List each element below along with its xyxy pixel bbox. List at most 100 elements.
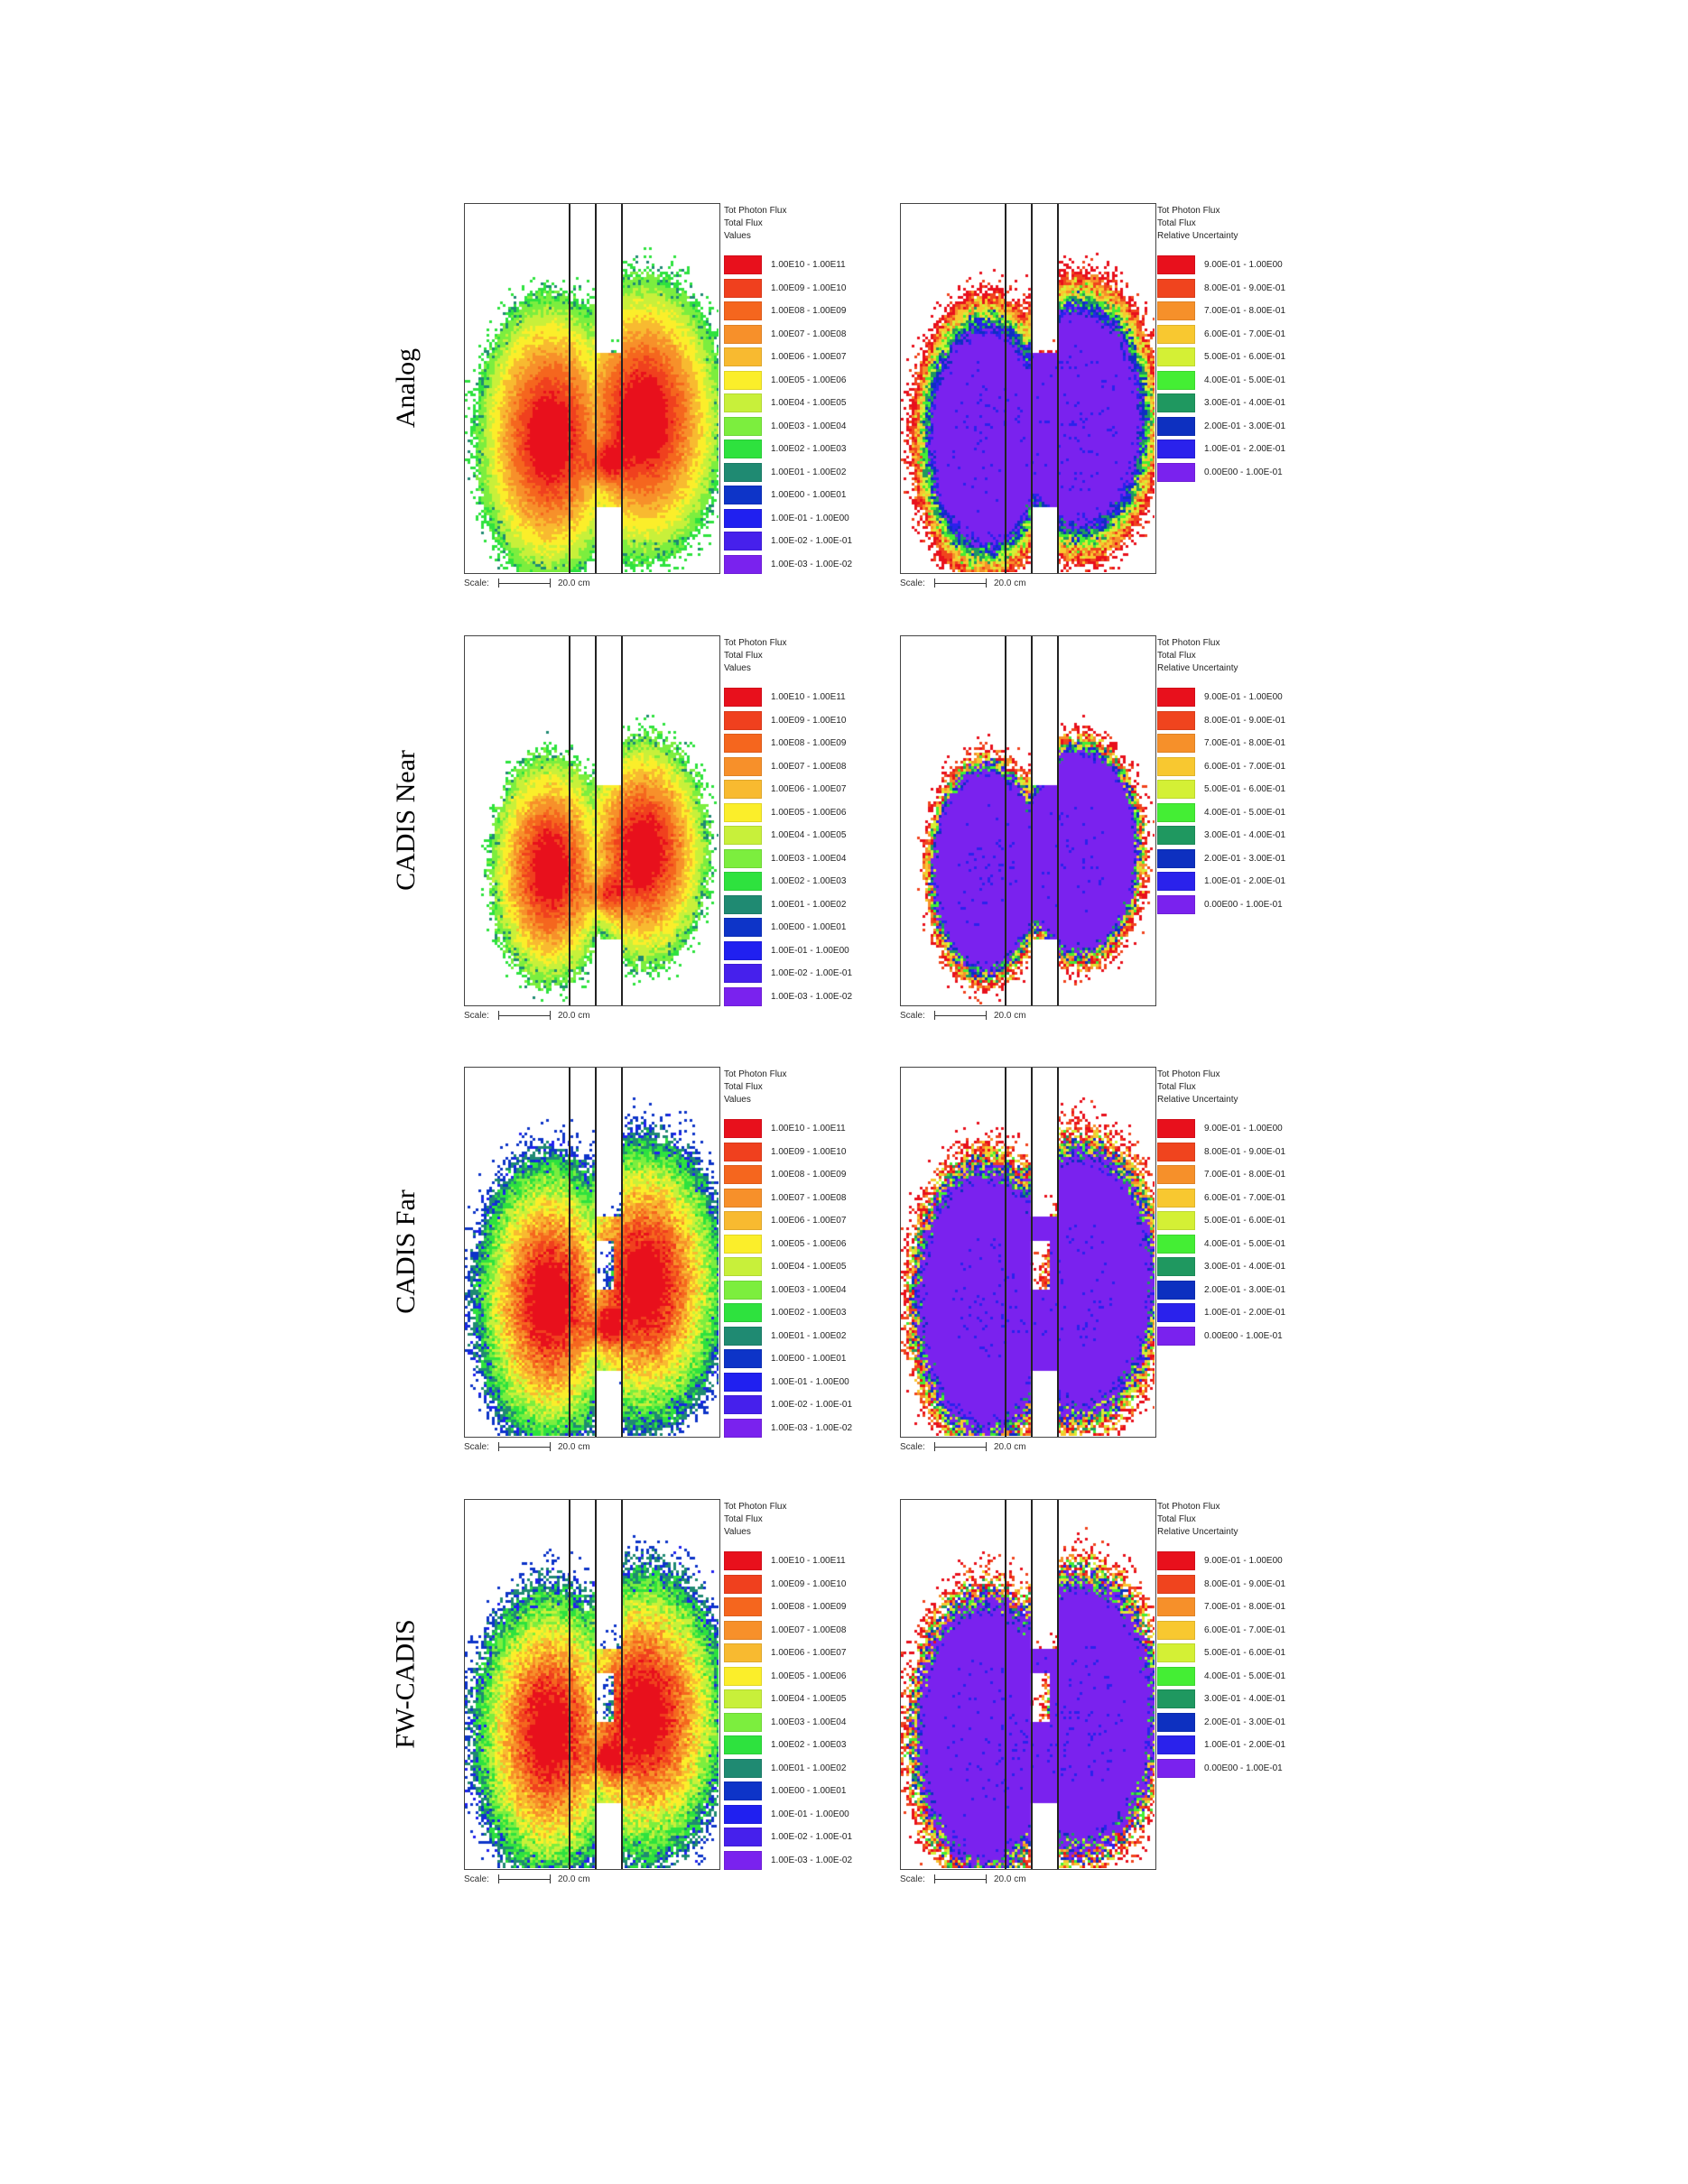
legend-item: 1.00E-01 - 2.00E-01 [1157, 1301, 1285, 1325]
legend-swatch [1157, 872, 1195, 892]
legend-label: 5.00E-01 - 6.00E-01 [1204, 1648, 1286, 1659]
legend-label: 4.00E-01 - 5.00E-01 [1204, 375, 1286, 385]
legend-swatch [1157, 734, 1195, 754]
row-label-text: CADIS Far [391, 1189, 422, 1314]
legend-items: 9.00E-01 - 1.00E00 8.00E-01 - 9.00E-01 7.0… [1157, 686, 1285, 916]
legend-label: 9.00E-01 - 1.00E00 [1204, 1556, 1283, 1567]
legend-swatch [724, 756, 762, 776]
legend-swatch [724, 894, 762, 914]
legend-item: 8.00E-01 - 9.00E-01 [1157, 1573, 1285, 1596]
legend-item: 7.00E-01 - 8.00E-01 [1157, 732, 1285, 755]
legend-item: 8.00E-01 - 9.00E-01 [1157, 1141, 1285, 1164]
legend-swatch [1157, 1551, 1195, 1571]
legend-label: 1.00E05 - 1.00E06 [771, 1238, 847, 1249]
geometry-boundary-line [1031, 636, 1033, 1005]
legend-label: 6.00E-01 - 7.00E-01 [1204, 1192, 1286, 1203]
geometry-boundary-line [621, 1068, 623, 1437]
legend-label: 1.00E06 - 1.00E07 [771, 1648, 847, 1659]
legend-item: 4.00E-01 - 5.00E-01 [1157, 1233, 1285, 1256]
legend-label: 1.00E-02 - 1.00E-01 [771, 1832, 853, 1843]
legend-label: 1.00E10 - 1.00E11 [771, 1556, 846, 1567]
legend-swatch [724, 1395, 762, 1415]
legend-swatch [1157, 1758, 1195, 1778]
geometry-boundary-line [1005, 204, 1006, 573]
legend-label: 1.00E05 - 1.00E06 [771, 1670, 847, 1681]
legend-item: 1.00E06 - 1.00E07 [724, 1642, 852, 1665]
legend-item: 1.00E06 - 1.00E07 [724, 346, 852, 369]
legend-label: 1.00E05 - 1.00E06 [771, 375, 847, 385]
legend-label: 1.00E08 - 1.00E09 [771, 1170, 847, 1180]
legend-swatch [724, 780, 762, 800]
legend-label: 0.00E00 - 1.00E-01 [1204, 1763, 1283, 1773]
legend-title-line: Total Flux [1157, 1082, 1196, 1092]
legend-item: 1.00E03 - 1.00E04 [724, 847, 852, 871]
scale-length: 20.0 cm [994, 578, 1026, 588]
geometry-boundary-line [1057, 1068, 1059, 1437]
legend-item: 0.00E00 - 1.00E-01 [1157, 1757, 1285, 1781]
legend-swatch [1157, 802, 1195, 822]
legend-item: 1.00E05 - 1.00E06 [724, 1233, 852, 1256]
legend-swatch [724, 1758, 762, 1778]
legend-item: 6.00E-01 - 7.00E-01 [1157, 1187, 1285, 1210]
legend-swatch [1157, 255, 1195, 275]
legend-item: 1.00E05 - 1.00E06 [724, 801, 852, 825]
legend-swatch [1157, 710, 1195, 730]
legend-label: 2.00E-01 - 3.00E-01 [1204, 1284, 1286, 1295]
legend-item: 8.00E-01 - 9.00E-01 [1157, 277, 1285, 301]
legend-swatch [724, 462, 762, 482]
legend-label: 4.00E-01 - 5.00E-01 [1204, 807, 1286, 818]
legend-label: 2.00E-01 - 3.00E-01 [1204, 853, 1286, 864]
legend-label: 1.00E08 - 1.00E09 [771, 306, 847, 317]
scale-label: Scale: [900, 1874, 925, 1884]
legend-item: 1.00E02 - 1.00E03 [724, 1734, 852, 1757]
legend-item: 1.00E-02 - 1.00E-01 [724, 1826, 852, 1849]
scale-length: 20.0 cm [994, 1442, 1026, 1452]
geometry-boundary-line [595, 204, 597, 573]
scale-label: Scale: [900, 578, 925, 588]
legend-item: 1.00E-03 - 1.00E-02 [724, 1849, 852, 1873]
legend-items: 1.00E10 - 1.00E11 1.00E09 - 1.00E10 1.00E0… [724, 1117, 852, 1439]
legend-swatch [724, 1303, 762, 1323]
legend-item: 1.00E-01 - 2.00E-01 [1157, 870, 1285, 893]
legend-item: 0.00E00 - 1.00E-01 [1157, 461, 1285, 485]
legend-swatch [724, 802, 762, 822]
legend-item: 9.00E-01 - 1.00E00 [1157, 686, 1285, 709]
legend-item: 2.00E-01 - 3.00E-01 [1157, 847, 1285, 871]
legend-swatch [1157, 393, 1195, 413]
legend-item: 1.00E-03 - 1.00E-02 [724, 986, 852, 1009]
legend-label: 1.00E08 - 1.00E09 [771, 738, 847, 749]
legend-item: 4.00E-01 - 5.00E-01 [1157, 801, 1285, 825]
legend-swatch [724, 964, 762, 984]
uncertainty-legend: Tot Photon Flux Total Flux Relative Uncert… [1157, 1069, 1285, 1347]
legend-item: 1.00E01 - 1.00E02 [724, 1757, 852, 1781]
legend-item: 1.00E04 - 1.00E05 [724, 824, 852, 847]
legend-title-line: Total Flux [1157, 651, 1196, 661]
legend-swatch [1157, 1597, 1195, 1617]
legend-title-line: Relative Uncertainty [1157, 663, 1238, 673]
geometry-boundary-line [1005, 1068, 1006, 1437]
legend-item: 7.00E-01 - 8.00E-01 [1157, 1163, 1285, 1187]
scale-label: Scale: [464, 1874, 489, 1884]
legend-swatch [724, 554, 762, 574]
geometry-boundary-line [569, 1500, 570, 1869]
legend-item: 1.00E07 - 1.00E08 [724, 1187, 852, 1210]
scale-label: Scale: [464, 1442, 489, 1452]
flux-map-panel [464, 203, 720, 574]
legend-item: 7.00E-01 - 8.00E-01 [1157, 300, 1285, 323]
legend-label: 1.00E04 - 1.00E05 [771, 1262, 847, 1272]
legend-label: 6.00E-01 - 7.00E-01 [1204, 329, 1286, 339]
legend-item: 1.00E-01 - 1.00E00 [724, 1371, 852, 1394]
legend-item: 1.00E-01 - 2.00E-01 [1157, 438, 1285, 461]
legend-item: 1.00E-01 - 1.00E00 [724, 1803, 852, 1827]
legend-label: 0.00E00 - 1.00E-01 [1204, 467, 1283, 477]
legend-label: 1.00E-03 - 1.00E-02 [771, 1422, 853, 1433]
legend-swatch [1157, 1119, 1195, 1139]
legend-label: 1.00E-01 - 2.00E-01 [1204, 1740, 1286, 1751]
legend-label: 1.00E01 - 1.00E02 [771, 1763, 847, 1773]
legend-swatch [724, 1372, 762, 1392]
legend-title-line: Total Flux [1157, 218, 1196, 228]
scale-bar-line [934, 1011, 987, 1020]
geometry-boundary-line [1057, 1500, 1059, 1869]
legend-label: 9.00E-01 - 1.00E00 [1204, 260, 1283, 271]
legend-item: 1.00E00 - 1.00E01 [724, 1347, 852, 1371]
